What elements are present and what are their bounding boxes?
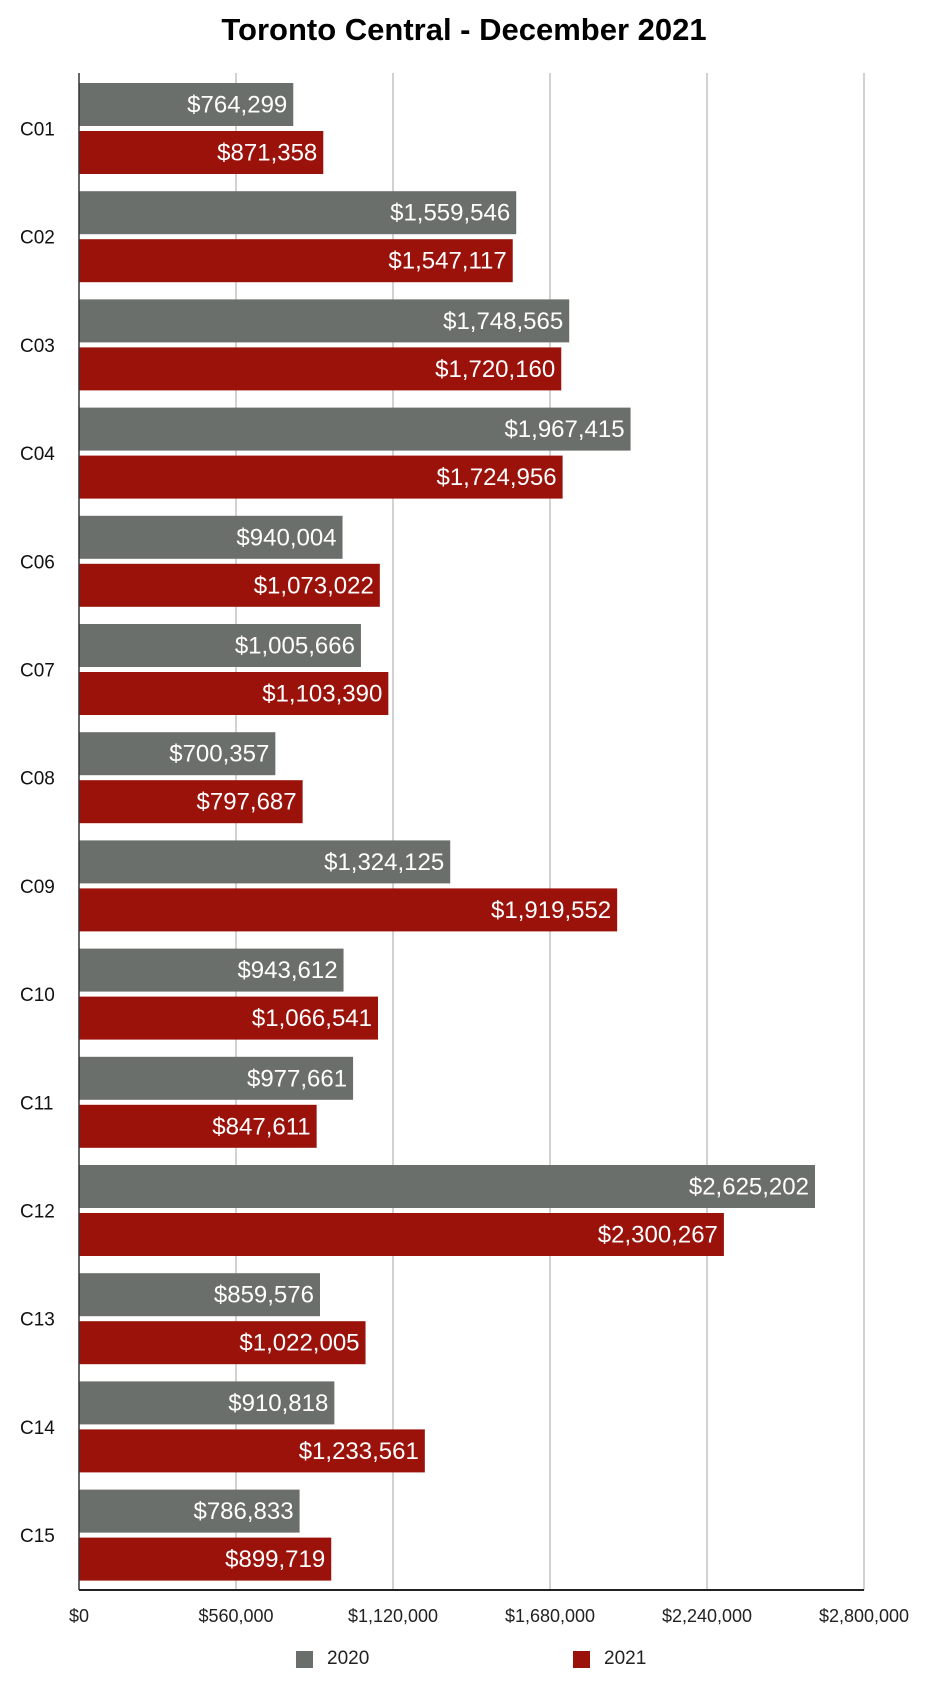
data-label: $977,661 <box>247 1065 347 1092</box>
bar-2021-C04 <box>79 455 563 499</box>
bar-2021-C02 <box>79 239 513 283</box>
bar-2020-C14 <box>79 1381 335 1425</box>
x-tick-label: $560,000 <box>198 1606 273 1626</box>
category-label: C11 <box>20 1093 53 1114</box>
data-label: $700,357 <box>169 741 269 768</box>
data-label: $871,358 <box>217 140 317 167</box>
bar-2021-C07 <box>79 672 389 715</box>
category-label: C12 <box>20 1202 55 1223</box>
legend-swatch-2021 <box>573 1650 590 1668</box>
bar-2020-C04 <box>79 407 631 451</box>
bar-2020-C06 <box>79 515 343 559</box>
data-label: $1,919,552 <box>491 897 611 924</box>
data-label: $1,066,541 <box>252 1005 372 1032</box>
data-label: $1,005,666 <box>235 633 355 660</box>
category-label: C13 <box>20 1310 55 1331</box>
category-label: C06 <box>20 552 55 573</box>
x-tick-label: $1,120,000 <box>348 1606 438 1626</box>
bar-2020-C15 <box>79 1489 300 1533</box>
data-label: $786,833 <box>193 1498 293 1525</box>
category-label: C03 <box>20 336 55 357</box>
data-label: $1,233,561 <box>299 1438 419 1465</box>
data-label: $1,103,390 <box>262 681 382 708</box>
x-tick-label: $1,680,000 <box>505 1606 595 1626</box>
legend-label-2021: 2021 <box>604 1648 647 1669</box>
bar-2021-C08 <box>79 780 303 824</box>
bar-2020-C10 <box>79 948 344 992</box>
data-label: $940,004 <box>236 524 336 551</box>
data-label: $943,612 <box>237 957 337 984</box>
category-label: C07 <box>20 661 55 682</box>
legend-swatch-2020 <box>296 1650 313 1668</box>
x-tick-label: $0 <box>69 1606 89 1626</box>
data-label: $847,611 <box>212 1113 310 1140</box>
axes: $0 $560,000 $1,120,000 $1,680,000 $2,240,000… <box>20 73 909 1626</box>
bar-2021-C10 <box>79 996 379 1040</box>
data-label: $764,299 <box>187 92 287 119</box>
bar-2020-C01 <box>79 83 294 126</box>
bar-2020-C11 <box>79 1056 354 1100</box>
data-label: $2,300,267 <box>598 1222 718 1249</box>
bar-2021-C09 <box>79 888 618 932</box>
data-label: $2,625,202 <box>689 1174 809 1201</box>
data-label: $797,687 <box>197 789 297 816</box>
bar-2021-C15 <box>79 1537 332 1581</box>
data-label: $1,547,117 <box>388 248 506 275</box>
category-label: C15 <box>20 1526 55 1547</box>
bar-2021-C14 <box>79 1429 425 1473</box>
bar-2021-C06 <box>79 563 380 607</box>
category-label: C02 <box>20 228 55 249</box>
data-label: $1,724,956 <box>436 464 556 491</box>
legend-item-2021: 2021 <box>573 1648 646 1670</box>
category-label: C10 <box>20 985 55 1006</box>
category-label: C01 <box>20 120 55 141</box>
data-label: $910,818 <box>228 1390 328 1417</box>
legend-item-2020: 2020 <box>296 1648 369 1670</box>
data-label: $1,559,546 <box>390 200 510 227</box>
bar-2020-C03 <box>79 299 570 343</box>
bar-2020-C08 <box>79 732 276 776</box>
bar-2021-C13 <box>79 1321 366 1365</box>
data-label: $1,022,005 <box>239 1330 359 1357</box>
chart-title: Toronto Central - December 2021 <box>221 12 707 47</box>
data-label: $1,073,022 <box>254 572 374 599</box>
bar-2020-C12 <box>79 1165 815 1208</box>
bar-2021-C03 <box>79 347 562 391</box>
category-label: C14 <box>20 1418 55 1439</box>
category-label: C08 <box>20 769 55 790</box>
bar-2020-C07 <box>79 624 361 667</box>
data-label: $859,576 <box>214 1282 314 1309</box>
data-label: $899,719 <box>225 1546 325 1573</box>
legend-label-2020: 2020 <box>327 1648 370 1669</box>
data-labels: $764,299 $871,358 $1,559,546 $1,547,117 $1,7… <box>169 92 809 1574</box>
data-label: $1,748,565 <box>443 308 563 335</box>
bar-2020-C09 <box>79 840 451 884</box>
x-tick-label: $2,800,000 <box>819 1606 909 1626</box>
data-label: $1,720,160 <box>435 356 555 383</box>
bars <box>79 83 815 1581</box>
x-tick-label: $2,240,000 <box>662 1606 752 1626</box>
bar-2020-C13 <box>79 1273 320 1317</box>
bar-2020-C02 <box>79 191 517 235</box>
category-label: C09 <box>20 877 55 898</box>
data-label: $1,967,415 <box>504 416 624 443</box>
data-label: $1,324,125 <box>324 849 444 876</box>
bar-2021-C11 <box>79 1104 317 1148</box>
bar-2021-C12 <box>79 1213 724 1256</box>
category-label: C04 <box>20 444 55 465</box>
bar-2021-C01 <box>79 131 324 174</box>
